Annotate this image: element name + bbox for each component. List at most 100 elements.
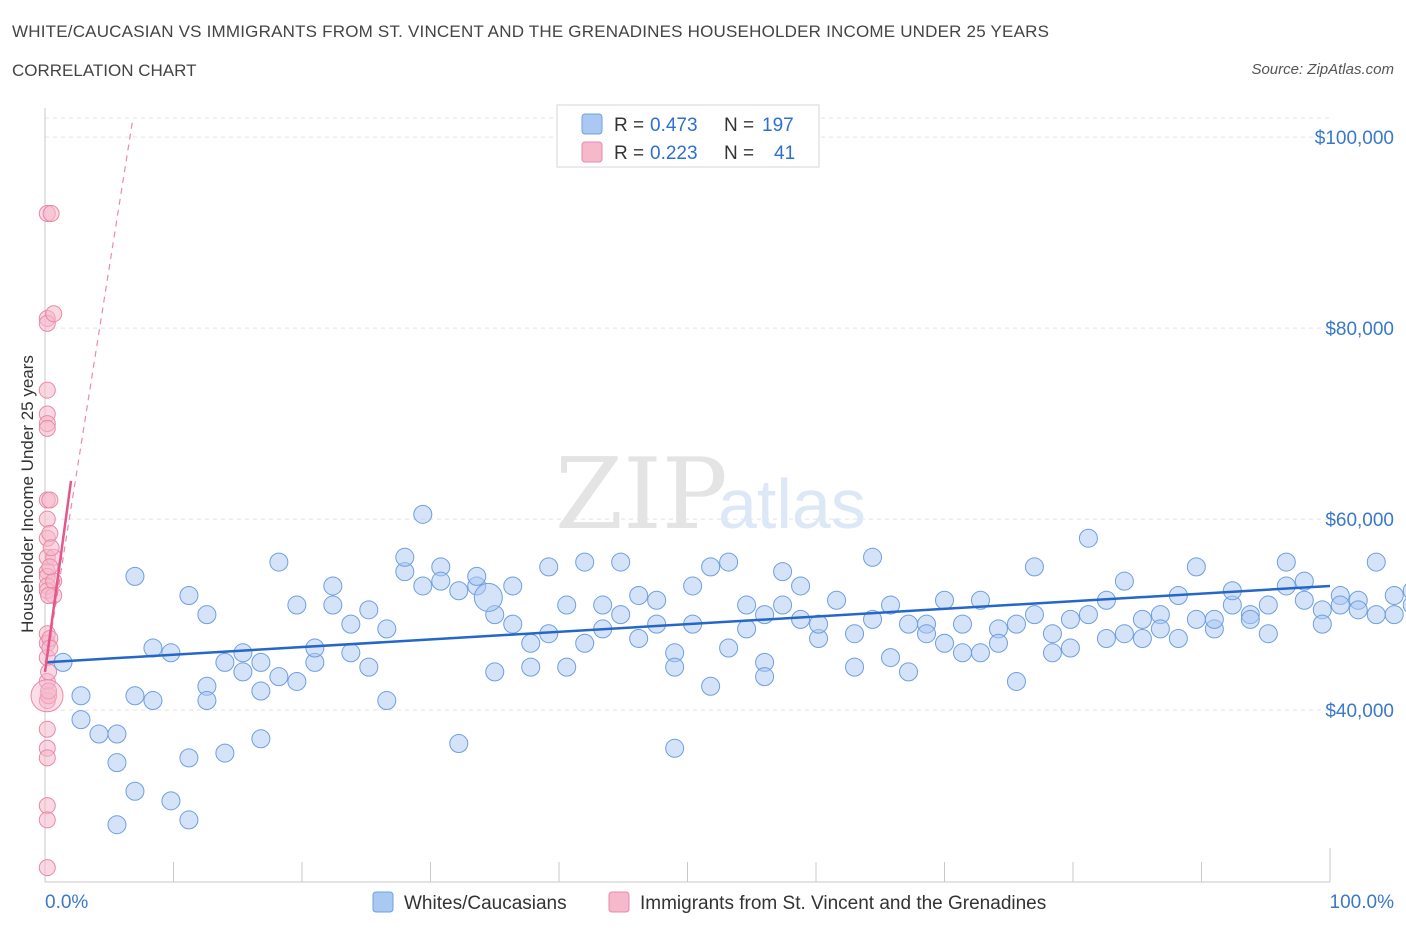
bottom-legend-label-blue: Whites/Caucasians [404, 893, 567, 914]
blue-point [431, 571, 451, 591]
blue-point [233, 643, 253, 663]
blue-point [215, 743, 235, 763]
blue-point [1042, 643, 1062, 663]
blue-point [449, 734, 469, 754]
blue-point [1060, 638, 1080, 658]
pink-point [38, 797, 56, 815]
legend-n-label-blue: N = [724, 115, 754, 136]
blue-point [737, 595, 757, 615]
bottom-legend-swatch-blue [372, 891, 394, 913]
blue-point [899, 662, 919, 682]
y-tick-label: $100,000 [1315, 128, 1394, 149]
blue-point [377, 691, 397, 711]
blue-point [970, 590, 990, 610]
blue-point [557, 657, 577, 677]
blue-point [539, 557, 559, 577]
blue-point [503, 576, 523, 596]
blue-point [935, 590, 954, 610]
x-tick-label-end: 100.0% [1330, 892, 1395, 913]
blue-point [1168, 628, 1188, 648]
blue-trend-line [44, 584, 1331, 664]
top-legend: R = 0.473 N = 197 R = 0.223 N = 41 [556, 104, 820, 168]
blue-point [845, 624, 865, 644]
blue-point [1384, 586, 1404, 605]
blue-point [449, 581, 469, 601]
blue-point [1258, 624, 1278, 644]
y-tick-label: $40,000 [1325, 701, 1394, 722]
pink-point [38, 419, 56, 437]
blue-point [1348, 600, 1368, 620]
blue-point [287, 595, 307, 615]
blue-point [125, 566, 145, 586]
chart-title: WHITE/CAUCASIAN VS IMMIGRANTS FROM ST. V… [12, 22, 1050, 41]
blue-point [323, 576, 343, 596]
blue-point [1186, 609, 1206, 629]
blue-point [1024, 605, 1044, 625]
blue-point [197, 691, 217, 711]
y-tick-labels: $40,000 $60,000 $80,000 $100,000 [1315, 128, 1394, 722]
blue-point [881, 648, 901, 668]
blue-point [215, 652, 235, 672]
blue-point [197, 605, 217, 625]
blue-point [1042, 624, 1062, 644]
blue-point [251, 729, 271, 749]
blue-point-large [473, 582, 503, 612]
watermark: ZIP atlas [555, 438, 866, 552]
blue-point [251, 681, 271, 701]
blue-point [629, 586, 649, 605]
blue-point [233, 662, 253, 682]
blue-point [1096, 628, 1116, 648]
pink-trend-extension [44, 117, 134, 672]
blue-point [179, 586, 199, 605]
blue-point [665, 657, 685, 677]
blue-point [1402, 583, 1406, 598]
blue-point [521, 633, 541, 653]
watermark-zip: ZIP [555, 438, 728, 552]
blue-point [287, 671, 307, 691]
blue-point [611, 552, 631, 572]
pink-trend-line [43, 480, 73, 673]
blue-point [485, 662, 505, 682]
blue-point [952, 614, 972, 634]
blue-point [557, 595, 577, 615]
blue-point [71, 710, 91, 730]
blue-point [935, 633, 954, 653]
blue-point [143, 691, 163, 711]
blue-point [1240, 609, 1260, 629]
blue-point [773, 595, 793, 615]
blue-point [1132, 628, 1152, 648]
blue-point [413, 576, 433, 596]
blue-point [701, 676, 721, 696]
blue-point [377, 619, 397, 639]
legend-r-label-pink: R = [614, 143, 644, 164]
blue-point [1114, 624, 1134, 644]
blue-point [791, 576, 811, 596]
blue-point [881, 595, 901, 615]
blue-point [827, 590, 847, 610]
pink-point [40, 663, 58, 681]
trend-lines [43, 117, 1331, 673]
blue-point [467, 566, 487, 586]
pink-point [42, 205, 60, 222]
blue-point [665, 738, 685, 758]
blue-point [1078, 528, 1098, 548]
blue-point [629, 628, 649, 648]
blue-point [719, 638, 739, 658]
blue-point [395, 547, 415, 567]
blue-point [107, 753, 127, 773]
blue-point [1330, 595, 1350, 615]
pink-point [42, 539, 60, 557]
blue-point [161, 643, 181, 663]
blue-point [1150, 619, 1170, 639]
blue-point [575, 633, 595, 653]
blue-point [683, 576, 703, 596]
blue-point [845, 657, 865, 677]
blue-point [1024, 557, 1044, 577]
blue-point [179, 810, 199, 830]
legend-n-value-pink: 41 [774, 143, 795, 164]
pink-point-large [30, 679, 64, 713]
blue-point [647, 590, 667, 610]
pink-point [41, 558, 59, 576]
blue-point [593, 595, 613, 615]
